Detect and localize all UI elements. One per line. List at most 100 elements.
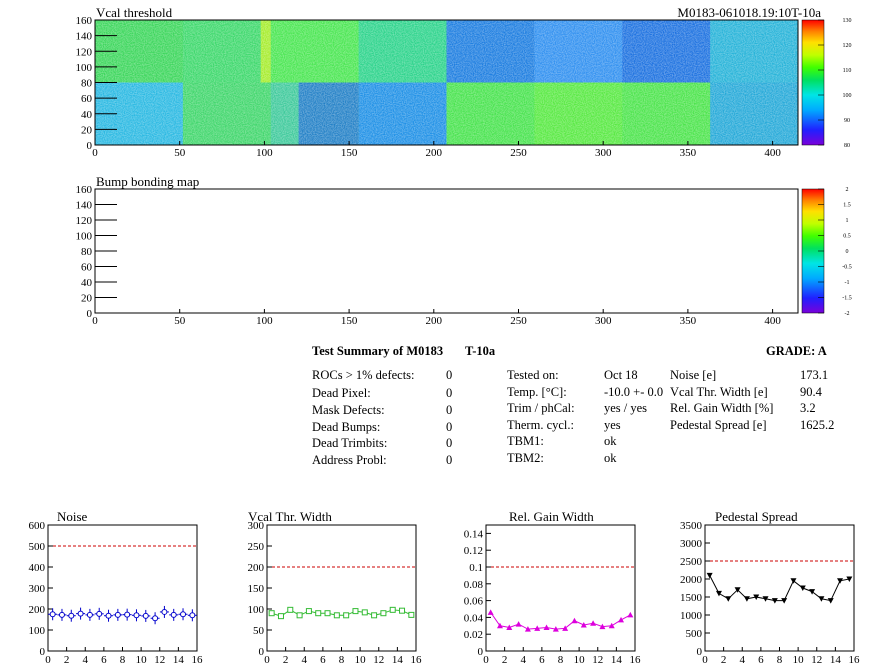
data-point	[809, 589, 816, 595]
bump-y-axis: 0 20 40 60 80 100 120 140 160	[76, 184, 117, 320]
y-tick-label: 40	[81, 109, 93, 121]
defect-label: Address Probl:	[312, 453, 387, 467]
data-point	[846, 576, 853, 582]
y-tick-label: 500	[29, 541, 46, 553]
x-tick-label: 350	[680, 315, 697, 327]
colorbar-tick-label: -1.5	[842, 296, 852, 302]
y-tick-label: 50	[253, 625, 265, 637]
data-point	[68, 612, 75, 619]
data-point	[837, 578, 844, 584]
x-tick-label: 10	[574, 654, 586, 666]
condition-label: Tested on:	[507, 368, 559, 382]
data-point	[827, 598, 834, 604]
condition-value: -10.0 +- 0.0	[604, 385, 664, 399]
x-tick-label: 150	[341, 315, 358, 327]
data-point	[580, 621, 587, 628]
data-point	[105, 612, 112, 619]
x-tick-label: 4	[740, 654, 746, 666]
result-label: Pedestal Spread [e]	[670, 418, 767, 432]
x-tick-label: 0	[45, 654, 51, 666]
y-tick-label: 0	[87, 308, 93, 320]
data-point	[170, 611, 177, 618]
y-tick-label: 300	[29, 583, 46, 595]
x-tick-label: 8	[777, 654, 783, 666]
x-tick-label: 350	[680, 147, 697, 159]
defect-label: Mask Defects:	[312, 403, 385, 417]
data-point	[487, 609, 494, 615]
x-tick-label: 6	[101, 654, 107, 666]
data-point	[599, 623, 606, 630]
x-tick-label: 14	[392, 654, 404, 666]
data-point	[142, 612, 149, 619]
colorbar-tick-label: 1.5	[843, 203, 851, 209]
vcal-x-axis: 0 50 100 150 200 250 300 350 400	[92, 141, 781, 159]
data-point	[706, 572, 713, 579]
x-tick-label: 14	[173, 654, 185, 666]
data-point	[189, 612, 196, 619]
data-point	[352, 608, 359, 615]
series-line	[490, 612, 631, 630]
x-tick-label: 400	[764, 315, 781, 327]
defect-value: 0	[446, 368, 453, 382]
x-tick-label: 10	[793, 654, 805, 666]
data-point	[399, 607, 406, 614]
x-tick-label: 200	[426, 147, 443, 159]
data-point	[524, 626, 531, 632]
y-tick-label: 1500	[680, 592, 703, 604]
data-point	[152, 615, 159, 622]
y-tick-label: 100	[248, 604, 265, 616]
colorbar-tick-label: 120	[843, 43, 852, 49]
colorbar-tick-label: 130	[843, 18, 852, 24]
y-tick-label: 600	[29, 520, 46, 532]
data-point	[380, 610, 387, 617]
result-value: 3.2	[800, 401, 816, 415]
defect-value: 0	[446, 386, 453, 400]
colorbar-tick-label: 0.5	[843, 234, 851, 240]
data-point	[58, 611, 65, 618]
y-tick-label: 140	[76, 31, 93, 43]
y-tick-label: 100	[76, 62, 93, 74]
colorbar-tick-label: -2	[845, 311, 850, 317]
x-tick-label: 250	[510, 315, 527, 327]
data-point	[562, 625, 569, 631]
data-point	[77, 610, 84, 617]
x-tick-label: 10	[355, 654, 367, 666]
data-point	[552, 626, 559, 632]
y-tick-label: 0.02	[464, 629, 483, 641]
data-point	[180, 611, 187, 618]
data-point	[515, 621, 522, 627]
vcal-colorbar	[801, 19, 825, 146]
result-label: Rel. Gain Width [%]	[670, 401, 774, 415]
data-point	[771, 598, 778, 604]
data-point	[762, 596, 769, 602]
x-tick-label: 2	[64, 654, 70, 666]
defect-label: Dead Trimbits:	[312, 436, 388, 450]
bump-colorbar-axis: 2 1.5 1 0.5 0 -0.5 -1 -1.5 -2	[818, 187, 852, 317]
x-tick-label: 6	[320, 654, 326, 666]
data-point	[506, 624, 513, 630]
defect-value: 0	[446, 420, 453, 434]
x-tick-label: 16	[411, 654, 423, 666]
result-value: 90.4	[800, 385, 822, 399]
y-tick-label: 60	[81, 262, 93, 274]
y-tick-label: 1000	[680, 610, 703, 622]
data-point	[315, 610, 322, 617]
data-point	[543, 624, 550, 630]
x-tick-label: 14	[830, 654, 842, 666]
data-point	[781, 598, 788, 604]
y-tick-label: 80	[81, 246, 93, 258]
summary-grade: GRADE: A	[766, 344, 827, 358]
data-point	[590, 620, 597, 626]
condition-value: ok	[604, 451, 617, 465]
y-tick-label: 0.04	[464, 612, 484, 624]
plot-title: Noise	[57, 509, 88, 524]
y-tick-label: 300	[248, 520, 265, 532]
data-point	[324, 610, 331, 617]
data-point	[790, 578, 797, 584]
data-point	[408, 611, 415, 618]
vcal-threshold-map: 0 20 40 60 80 100 120 140 160 0 50 100 150 200 250 300…	[76, 5, 852, 159]
data-point	[753, 594, 760, 600]
data-point	[287, 606, 294, 613]
